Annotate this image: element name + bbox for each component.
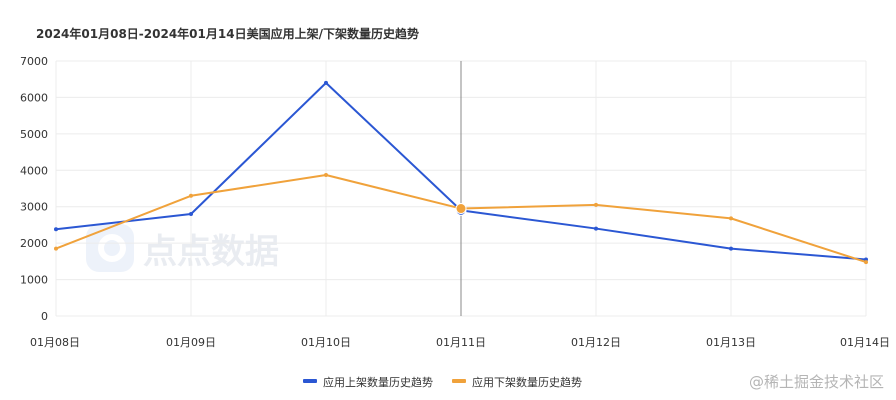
data-point[interactable]: [729, 216, 733, 221]
data-point[interactable]: [864, 260, 868, 265]
legend-label-0[interactable]: 应用上架数量历史趋势: [323, 375, 433, 389]
legend-swatch-1: [452, 379, 466, 383]
series-lines: [54, 80, 868, 265]
data-point[interactable]: [594, 226, 598, 231]
data-point[interactable]: [594, 202, 598, 207]
data-point[interactable]: [54, 246, 58, 251]
data-point[interactable]: [455, 203, 467, 215]
y-tick-label: 5000: [20, 128, 48, 141]
x-tick-label: 01月13日: [706, 336, 756, 349]
x-axis-ticks: 01月08日 01月09日 01月10日 01月11日 01月12日 01月13日 01月1…: [30, 336, 890, 349]
y-tick-label: 6000: [20, 91, 48, 104]
site-watermark: @稀土掘金技术社区: [748, 373, 884, 391]
y-tick-label: 4000: [20, 164, 48, 177]
data-point[interactable]: [324, 80, 328, 85]
x-tick-label: 01月08日: [30, 336, 80, 349]
logo-watermark: 点点数据: [86, 224, 279, 272]
legend: 应用上架数量历史趋势 应用下架数量历史趋势: [303, 375, 582, 389]
data-point[interactable]: [54, 227, 58, 232]
legend-label-1[interactable]: 应用下架数量历史趋势: [472, 375, 582, 389]
y-tick-label: 0: [41, 310, 48, 323]
x-tick-label: 01月14日: [840, 336, 890, 349]
y-tick-label: 7000: [20, 55, 48, 68]
legend-swatch-0: [303, 379, 317, 383]
x-tick-label: 01月09日: [166, 336, 216, 349]
y-tick-label: 2000: [20, 237, 48, 250]
y-tick-label: 3000: [20, 201, 48, 214]
data-point[interactable]: [324, 173, 328, 178]
y-tick-label: 1000: [20, 274, 48, 287]
data-point[interactable]: [729, 246, 733, 251]
chart-title: 2024年01月08日-2024年01月14日美国应用上架/下架数量历史趋势: [36, 27, 419, 41]
x-tick-label: 01月12日: [571, 336, 621, 349]
y-axis-ticks: 0 1000 2000 3000 4000 5000 6000 7000: [20, 55, 48, 323]
x-tick-label: 01月11日: [436, 336, 486, 349]
x-tick-label: 01月10日: [301, 336, 351, 349]
data-point[interactable]: [189, 193, 193, 198]
data-point[interactable]: [189, 212, 193, 216]
watermark-logo-text: 点点数据: [143, 232, 279, 272]
